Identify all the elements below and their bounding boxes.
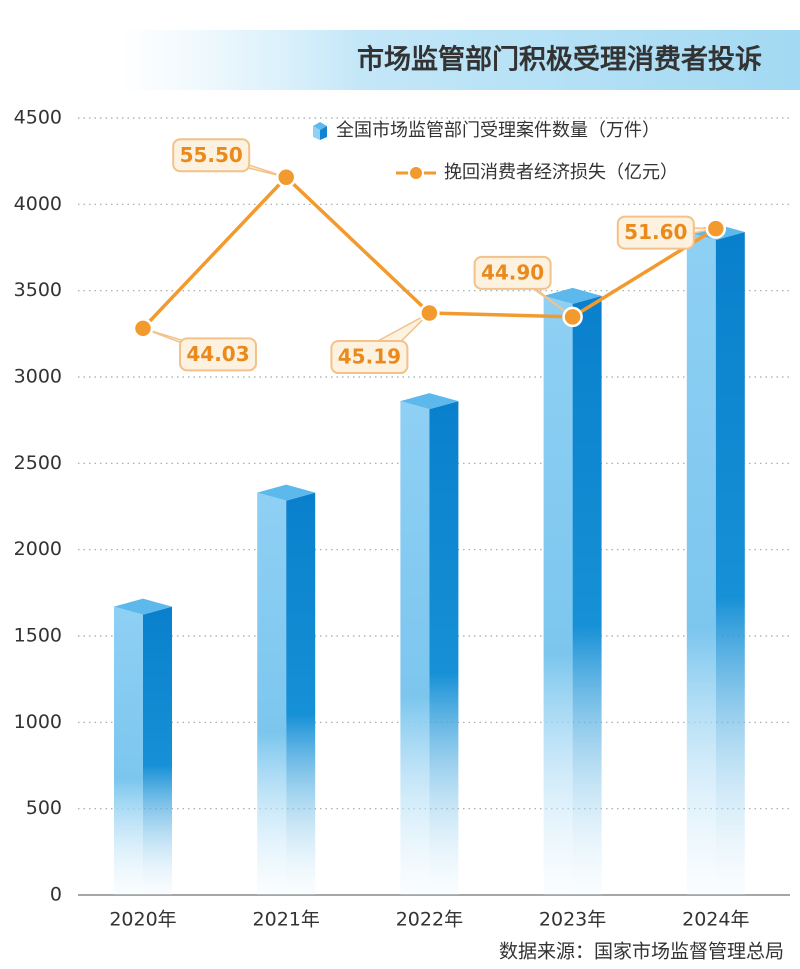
y-tick-label: 3000	[14, 366, 62, 388]
legend-icon	[320, 126, 327, 140]
x-tick-label: 2020年	[109, 909, 176, 931]
y-tick-label: 4500	[14, 107, 62, 129]
line-marker	[132, 318, 154, 339]
y-tick-label: 500	[26, 797, 62, 819]
legend-label: 全国市场监管部门受理案件数量（万件）	[336, 120, 660, 141]
x-tick-label: 2023年	[539, 909, 606, 931]
legend-icon	[313, 126, 320, 140]
data-label: 44.03	[186, 342, 249, 366]
y-tick-label: 0	[50, 884, 62, 906]
bar-side-face	[143, 606, 172, 895]
bar	[257, 484, 316, 895]
label-box	[473, 255, 552, 290]
bar-top-face	[543, 287, 602, 304]
bar-front-face	[257, 492, 287, 895]
legend-label: 挽回消费者经济损失（亿元）	[444, 162, 678, 183]
label-box	[616, 215, 695, 250]
y-tick-label: 2000	[14, 538, 62, 560]
line-marker	[705, 218, 727, 239]
y-tick-label: 3500	[14, 279, 62, 301]
label-box	[330, 340, 409, 375]
bar-side-face	[715, 231, 745, 895]
bar	[400, 393, 459, 895]
title-banner	[120, 30, 800, 90]
bar-top-face	[257, 484, 316, 501]
data-label: 55.50	[180, 143, 243, 167]
data-label: 51.60	[624, 220, 687, 244]
bar	[114, 598, 172, 895]
bar	[686, 223, 745, 895]
y-tick-label: 1000	[14, 711, 62, 733]
line-marker	[275, 167, 297, 188]
legend-icon	[408, 165, 424, 181]
bar-top-face	[400, 393, 459, 410]
chart-title: 市场监管部门积极受理消费者投诉	[357, 44, 762, 76]
x-tick-label: 2024年	[682, 909, 749, 931]
bar-front-face	[543, 295, 573, 895]
label-box	[172, 138, 251, 173]
bar-front-face	[686, 231, 716, 895]
x-tick-label: 2021年	[253, 909, 320, 931]
y-tick-label: 4000	[14, 193, 62, 215]
bar	[543, 287, 602, 895]
source-note: 数据来源：国家市场监督管理总局	[499, 941, 784, 963]
y-tick-label: 1500	[14, 625, 62, 647]
data-label: 45.19	[338, 345, 401, 369]
bar-top-face	[114, 598, 172, 615]
bar-front-face	[400, 401, 430, 895]
label-box	[179, 337, 257, 372]
bar-side-face	[286, 492, 316, 895]
bar-front-face	[114, 606, 143, 895]
line-marker	[419, 302, 440, 324]
data-label: 44.90	[481, 260, 544, 284]
line-marker	[562, 306, 583, 328]
x-tick-label: 2022年	[396, 909, 463, 931]
bar-side-face	[429, 401, 459, 895]
bar-side-face	[572, 295, 602, 895]
y-tick-label: 2500	[14, 452, 62, 474]
